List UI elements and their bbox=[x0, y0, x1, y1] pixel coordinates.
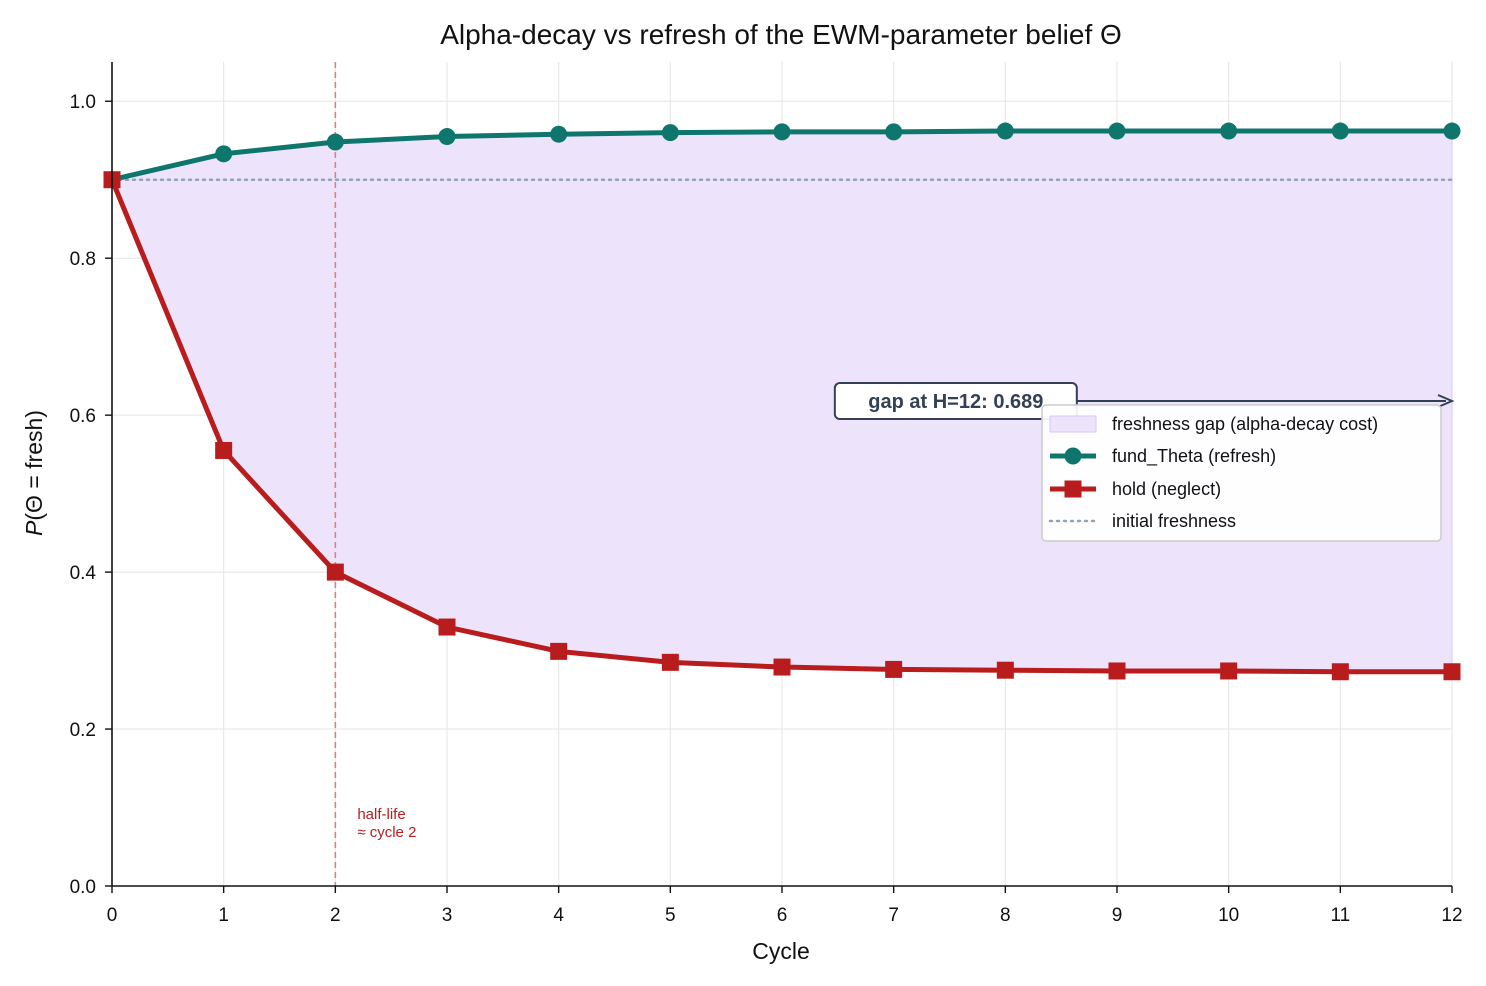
legend-entry-label: initial freshness bbox=[1112, 511, 1236, 531]
legend: freshness gap (alpha-decay cost) fund_The… bbox=[1041, 404, 1442, 542]
legend-box bbox=[1041, 404, 1442, 542]
half-life-label: half-life bbox=[357, 806, 405, 823]
refresh-point bbox=[1331, 122, 1349, 140]
x-axis-label: Cycle bbox=[752, 938, 810, 964]
x-tick-label: 7 bbox=[888, 905, 899, 926]
y-axis-label-rest: (Θ = fresh) bbox=[21, 410, 47, 521]
y-axis-label: P(Θ = fresh) bbox=[21, 410, 47, 536]
refresh-point bbox=[773, 123, 791, 141]
refresh-point bbox=[1220, 122, 1238, 140]
neglect-point bbox=[996, 661, 1014, 679]
neglect-point bbox=[885, 660, 903, 678]
x-tick-label: 10 bbox=[1218, 905, 1239, 926]
x-tick-label: 11 bbox=[1330, 905, 1350, 926]
x-tick-label: 2 bbox=[330, 905, 341, 926]
neglect-point bbox=[1443, 663, 1461, 681]
legend-entry-label: fund_Theta (refresh) bbox=[1112, 446, 1276, 467]
series bbox=[103, 122, 1461, 681]
refresh-point bbox=[996, 122, 1014, 140]
half-life-value-label: ≈ cycle 2 bbox=[357, 824, 416, 841]
axes: 0 1 2 3 4 5 6 7 8 9 10 11 120.00.20.40.60.81.0 bbox=[70, 62, 1463, 926]
x-tick-label: 5 bbox=[665, 905, 676, 926]
neglect-point bbox=[326, 563, 344, 581]
refresh-point bbox=[326, 133, 344, 151]
neglect-point bbox=[773, 658, 791, 676]
refresh-point bbox=[885, 123, 903, 141]
refresh-point bbox=[215, 145, 233, 163]
y-tick-label: 0.0 bbox=[70, 877, 96, 898]
y-tick-label: 0.6 bbox=[70, 406, 96, 427]
x-tick-label: 4 bbox=[553, 905, 564, 926]
neglect-point bbox=[438, 618, 456, 636]
x-tick-label: 12 bbox=[1441, 905, 1462, 926]
neglect-point bbox=[1331, 663, 1349, 681]
refresh-point bbox=[1443, 122, 1461, 140]
x-tick-label: 3 bbox=[442, 905, 453, 926]
y-tick-label: 0.8 bbox=[70, 249, 96, 270]
legend-entry-label: hold (neglect) bbox=[1112, 479, 1221, 499]
refresh-point bbox=[550, 125, 568, 143]
neglect-point bbox=[661, 653, 679, 671]
legend-swatch-gap bbox=[1049, 415, 1097, 433]
neglect-point bbox=[1108, 662, 1126, 680]
x-tick-label: 1 bbox=[218, 905, 229, 926]
reference-lines bbox=[110, 62, 1454, 886]
x-tick-label: 8 bbox=[1000, 905, 1011, 926]
refresh-point bbox=[661, 124, 679, 142]
gap-annotation-box bbox=[833, 382, 1078, 421]
neglect-point bbox=[1220, 662, 1238, 680]
y-tick-label: 1.0 bbox=[70, 92, 96, 113]
x-tick-label: 6 bbox=[777, 905, 788, 926]
gap-annotation-text: gap at H=12: 0.689 bbox=[868, 391, 1043, 413]
gap-arrow-head bbox=[1437, 394, 1455, 408]
x-tick-label: 9 bbox=[1112, 905, 1123, 926]
y-axis-label-prefix: P bbox=[21, 520, 47, 536]
legend-swatch-neglect-marker bbox=[1064, 480, 1082, 498]
neglect-point bbox=[550, 642, 568, 660]
chart-title: Alpha-decay vs refresh of the EWM-parame… bbox=[440, 19, 1122, 50]
neglect-point bbox=[215, 441, 233, 459]
y-tick-label: 0.2 bbox=[70, 720, 96, 741]
x-tick-label: 0 bbox=[107, 905, 118, 926]
legend-entry-label: freshness gap (alpha-decay cost) bbox=[1112, 414, 1378, 434]
refresh-point bbox=[438, 128, 456, 146]
annotations: half-life≈ cycle 2 gap at H=12: 0.689 bbox=[357, 382, 1455, 841]
y-tick-label: 0.4 bbox=[70, 563, 97, 584]
refresh-point bbox=[1108, 122, 1126, 140]
legend-swatch-refresh-marker bbox=[1064, 447, 1082, 465]
